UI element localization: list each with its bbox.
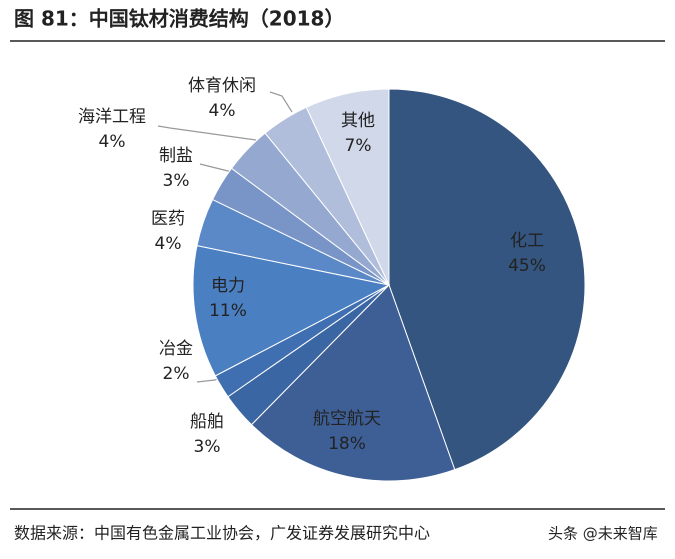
slice-label: 制盐	[159, 146, 193, 166]
slice-value-label: 18%	[328, 434, 366, 454]
slice-label: 体育休闲	[188, 76, 256, 96]
source: 数据来源：中国有色金属工业协会，广发证券发展研究中心	[14, 524, 430, 543]
slice-value-label: 4%	[209, 101, 236, 121]
slice-value-label: 11%	[209, 301, 247, 321]
pie-slice	[388, 88, 586, 471]
slice-label: 化工	[510, 231, 544, 251]
chart-title: 图 81：中国钛材消费结构（2018）	[14, 7, 344, 31]
slice-value-label: 3%	[163, 171, 190, 191]
slice-value-label: 3%	[194, 437, 221, 457]
pie-slice	[305, 88, 390, 286]
slice-label: 航空航天	[313, 409, 381, 429]
slice-label: 其他	[341, 111, 375, 131]
leader-lines	[157, 91, 293, 383]
slice-value-label: 4%	[155, 234, 182, 254]
pie	[192, 88, 586, 482]
pie-slice	[250, 284, 456, 482]
slice-value-label: 2%	[163, 364, 190, 384]
slice-label: 海洋工程	[78, 107, 146, 127]
slice-value-label: 4%	[99, 132, 126, 152]
slice-label: 冶金	[159, 339, 193, 359]
pie-slice	[192, 245, 391, 377]
slice-label: 电力	[211, 276, 245, 296]
slice-value-label: 45%	[508, 256, 546, 276]
watermark: 头条 @未来智库	[548, 525, 658, 543]
slice-label: 医药	[151, 209, 185, 229]
slice-label: 船舶	[190, 412, 224, 432]
slice-value-label: 7%	[345, 136, 372, 156]
